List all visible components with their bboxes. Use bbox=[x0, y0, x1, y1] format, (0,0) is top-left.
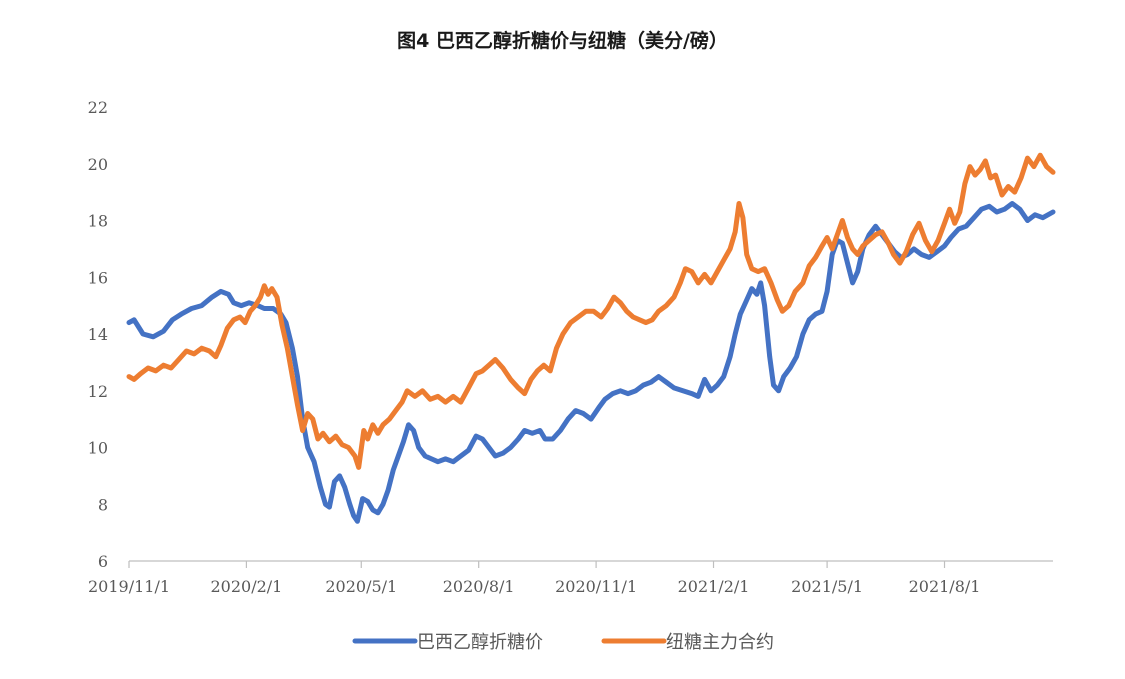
y-tick-label: 6 bbox=[98, 552, 108, 571]
legend-label: 巴西乙醇折糖价 bbox=[417, 632, 543, 653]
y-tick-label: 8 bbox=[98, 495, 108, 514]
y-axis-ticks: 6 8 10 12 14 16 18 20 22 bbox=[88, 98, 108, 571]
y-tick-label: 12 bbox=[88, 382, 108, 401]
series-line-1 bbox=[126, 152, 1056, 470]
y-tick-label: 20 bbox=[88, 155, 108, 174]
legend-label: 纽糖主力合约 bbox=[666, 632, 774, 653]
chart-title: 图4 巴西乙醇折糖价与纽糖（美分/磅） bbox=[397, 30, 728, 52]
x-tick-label: 2020/5/1 bbox=[325, 577, 397, 596]
x-tick-label: 2020/8/1 bbox=[443, 577, 515, 596]
series-lines bbox=[126, 152, 1056, 524]
y-tick-label: 18 bbox=[88, 212, 108, 231]
x-tick-label: 2019/11/1 bbox=[88, 577, 170, 596]
y-tick-label: 16 bbox=[88, 268, 108, 287]
y-tick-label: 10 bbox=[88, 439, 108, 458]
x-tick-label: 2021/8/1 bbox=[909, 577, 981, 596]
y-tick-label: 22 bbox=[88, 98, 108, 117]
x-tick-label: 2020/2/1 bbox=[210, 577, 282, 596]
x-tick-label: 2021/2/1 bbox=[678, 577, 750, 596]
x-tick-label: 2020/11/1 bbox=[555, 577, 637, 596]
series-line-0 bbox=[126, 201, 1056, 524]
x-axis: 2019/11/1 2020/2/1 2020/5/1 2020/8/1 2020/11… bbox=[88, 560, 1053, 596]
x-tick-label: 2021/5/1 bbox=[791, 577, 863, 596]
legend: 巴西乙醇折糖价 纽糖主力合约 bbox=[352, 632, 774, 653]
y-tick-label: 14 bbox=[88, 325, 108, 344]
